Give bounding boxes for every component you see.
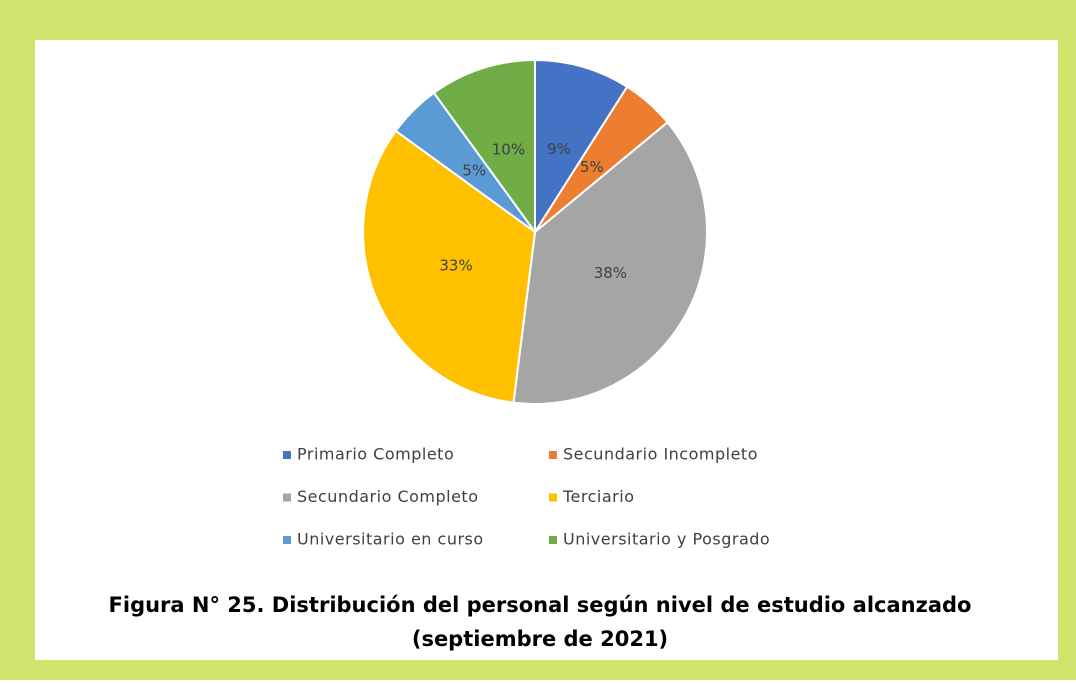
chart-title: Figura N° 25. Distribución del personal …: [109, 593, 972, 617]
legend-swatch: [549, 536, 557, 544]
legend-label: Secundario Incompleto: [563, 445, 758, 464]
legend-swatch: [283, 493, 291, 502]
legend-swatch: [283, 536, 291, 544]
data-label: 33%: [439, 257, 472, 275]
data-label: 10%: [492, 141, 525, 159]
legend-swatch: [283, 451, 291, 459]
legend-label: Universitario en curso: [297, 530, 484, 549]
pie-slice: [362, 129, 537, 404]
legend-swatch: [549, 451, 557, 459]
legend-label: Primario Completo: [297, 445, 454, 464]
legend-label: Terciario: [562, 487, 634, 506]
legend-label: Secundario Completo: [297, 487, 479, 506]
data-label: 38%: [594, 264, 627, 282]
legend-label: Universitario y Posgrado: [563, 530, 770, 549]
pie-slice: [432, 58, 536, 236]
pie-slice: [534, 58, 629, 236]
data-label: 5%: [462, 162, 486, 180]
chart-subtitle: (septiembre de 2021): [412, 627, 668, 651]
data-label: 5%: [580, 158, 604, 176]
pie-slice: [512, 120, 708, 405]
legend-swatch: [549, 493, 557, 502]
data-label: 9%: [547, 140, 571, 158]
